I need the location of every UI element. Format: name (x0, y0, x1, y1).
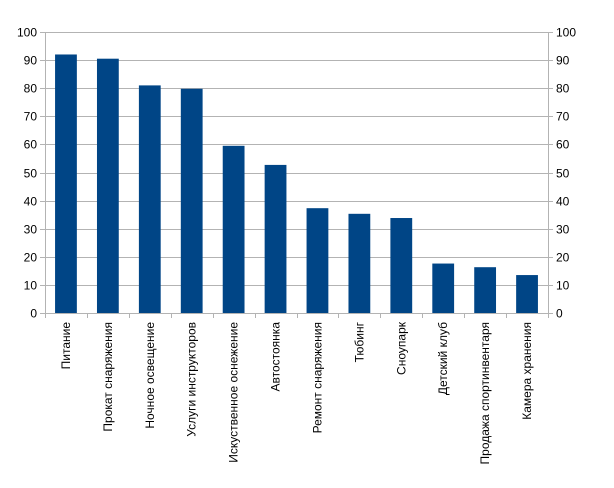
bar-5 (222, 145, 245, 313)
bar-10 (432, 263, 455, 313)
bar-4 (180, 88, 203, 314)
right-y-tick-label: 80 (556, 82, 570, 96)
right-y-tick-label: 70 (556, 110, 570, 124)
x-category-label: Камера хранения (520, 322, 534, 420)
x-category-label: Искуственное оснежение (227, 322, 241, 463)
bar-8 (348, 213, 371, 313)
left-y-tick-label: 60 (24, 138, 38, 152)
left-y-tick-label: 0 (30, 307, 37, 321)
right-y-tick-label: 30 (556, 223, 570, 237)
right-y-tick-label: 90 (556, 54, 570, 68)
bar-9 (390, 218, 413, 313)
bar-11 (474, 267, 497, 313)
bars (55, 54, 538, 314)
x-category-label: Продажа спортинвентаря (478, 322, 492, 464)
x-category-label: Сноупарк (394, 321, 408, 375)
left-y-tick-label: 30 (24, 223, 38, 237)
right-y-tick-label: 50 (556, 167, 570, 181)
left-y-tick-label: 70 (24, 110, 38, 124)
left-y-tick-label: 40 (24, 195, 38, 209)
axes (40, 32, 553, 318)
x-category-label: Ремонт снаряжения (310, 322, 324, 433)
left-y-tick-label: 50 (24, 167, 38, 181)
left-y-tick-label: 10 (24, 279, 38, 293)
bar-3 (138, 85, 161, 313)
x-category-label: Услуги инструкторов (185, 322, 199, 437)
right-y-tick-label: 20 (556, 251, 570, 265)
right-y-tick-label: 10 (556, 279, 570, 293)
bar-12 (516, 275, 538, 313)
x-category-label: Автостоянка (269, 322, 283, 392)
right-y-tick-label: 0 (556, 307, 563, 321)
bar-6 (264, 164, 287, 313)
labels: 0 0 10 10 20 20 30 30 40 40 50 50 60 60 70 70 80 80 90 90 10… (17, 26, 576, 465)
left-y-tick-label: 100 (17, 26, 37, 40)
right-y-tick-label: 60 (556, 138, 570, 152)
right-y-tick-label: 100 (556, 26, 576, 40)
bar-1 (55, 54, 77, 313)
gridlines (45, 32, 548, 314)
x-category-label: Прокат снаряжения (101, 322, 115, 432)
x-category-label: Ночное освещение (143, 322, 157, 429)
x-category-label: Питание (59, 322, 73, 370)
left-y-tick-label: 20 (24, 251, 38, 265)
x-category-label: Детский клуб (436, 322, 450, 395)
left-y-tick-label: 80 (24, 82, 38, 96)
x-category-label: Тюбинг (352, 321, 366, 362)
bar-7 (306, 208, 329, 313)
left-y-tick-label: 90 (24, 54, 38, 68)
right-y-tick-label: 40 (556, 195, 570, 209)
bar-2 (96, 58, 119, 313)
